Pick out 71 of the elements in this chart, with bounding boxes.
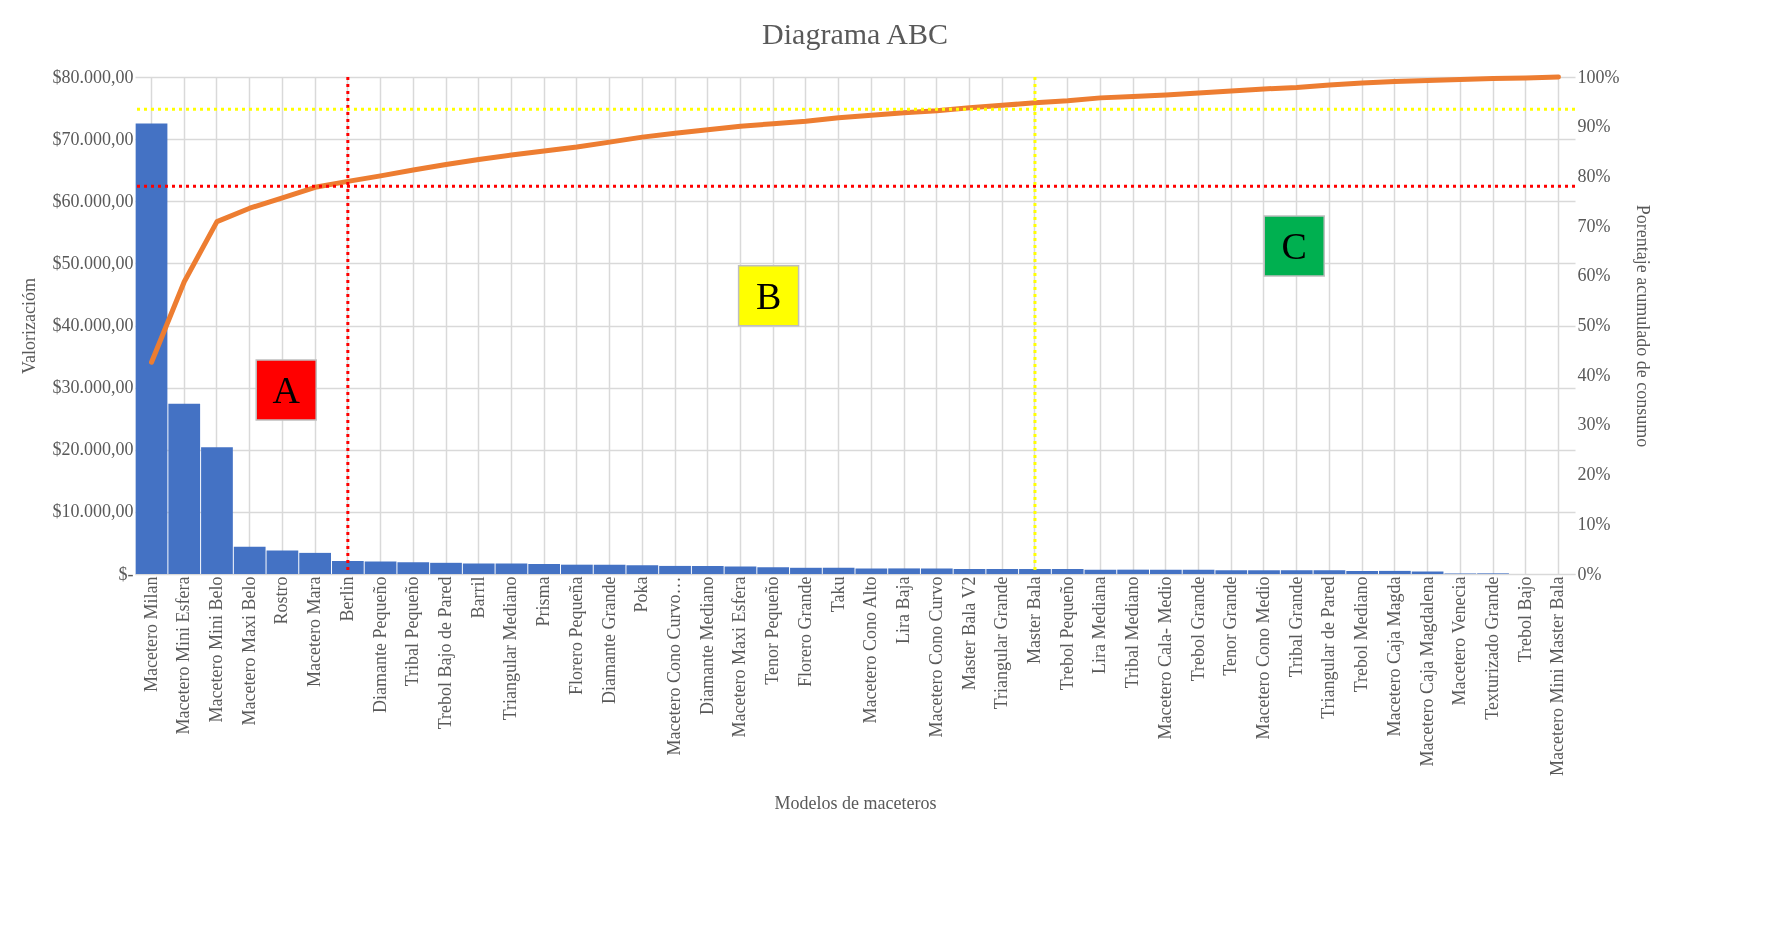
y-tick-label: $10.000,00	[52, 501, 134, 522]
x-tick-label: Macetero Venecia	[1449, 576, 1470, 706]
x-tick-label: Florero Grande	[794, 576, 815, 687]
annotation: B	[755, 274, 782, 317]
x-tick-label: Tenor Grande	[1220, 576, 1241, 676]
x-tick-label: Macetero Maxi Esfera	[729, 576, 750, 738]
x-tick-label: Florero Pequeña	[565, 576, 586, 695]
x-tick-label: Macetero Mara	[304, 576, 325, 687]
y2-tick-label: 40%	[1577, 364, 1611, 385]
x-tick-label: Tribal Grande	[1285, 576, 1306, 678]
y-tick-label: $30.000,00	[52, 377, 134, 398]
x-tick-label: Macetero Milan	[140, 576, 161, 692]
x-tick-label: Macetero Cono Alto	[860, 576, 881, 724]
x-tick-label: Macetero Cono Curvo…	[664, 576, 685, 756]
y-tick-label: $20.000,00	[52, 439, 134, 460]
x-tick-label: Macetero Caja Magda	[1383, 576, 1404, 737]
chart-title: Diagrama ABC	[762, 17, 948, 50]
x-tick-label: Macetero Caja Magdalena	[1416, 576, 1437, 767]
y-tick-label: $40.000,00	[52, 315, 134, 335]
x-tick-label: Tenor Pequeño	[762, 576, 783, 685]
y-tick-label: $80.000,00	[52, 66, 134, 87]
x-tick-label: Rostro	[271, 576, 292, 625]
y-tick-label: $60.000,00	[52, 190, 134, 211]
x-tick-label: Triangular Mediano	[500, 576, 521, 721]
x-tick-label: Lira Mediana	[1089, 576, 1110, 674]
x-axis-title: Modelos de maceteros	[774, 792, 937, 813]
x-tick-label: Barril	[467, 576, 488, 619]
x-tick-label: Taku	[827, 576, 848, 613]
x-tick-label: Master Bala	[1023, 576, 1044, 664]
y2-tick-label: 30%	[1577, 414, 1611, 435]
x-tick-label: Macetero Maxi Belo	[238, 576, 259, 726]
x-tick-label: Macetero Cono Curvo	[925, 576, 946, 738]
x-tick-label: Trebol Mediano	[1351, 576, 1372, 693]
x-tick-label: Tribal Mediano	[1122, 576, 1143, 689]
annotation: A	[272, 369, 301, 412]
y2-tick-label: 50%	[1577, 315, 1611, 335]
annotation: C	[1281, 224, 1307, 267]
x-tick-label: Triangular Grande	[991, 576, 1012, 710]
x-tick-label: Triangular de Pared	[1318, 576, 1339, 719]
y2-tick-label: 70%	[1577, 215, 1611, 236]
x-tick-label: Trebol Grande	[1187, 576, 1208, 682]
y2-tick-label: 60%	[1577, 265, 1611, 286]
y2-tick-label: 100%	[1577, 66, 1620, 87]
y-tick-label: $50.000,00	[52, 252, 134, 273]
x-tick-label: Trebol Pequeño	[1056, 576, 1077, 691]
x-tick-label: Macetero Mini Belo	[205, 576, 226, 723]
x-tick-label: Macetero Mini Esfera	[173, 576, 194, 735]
y2-tick-label: 20%	[1577, 464, 1611, 485]
y-tick-label: $70.000,00	[52, 128, 134, 149]
y2-tick-label: 80%	[1577, 165, 1611, 186]
x-tick-label: Tribal Pequeño	[402, 576, 423, 687]
x-tick-label: Lira Baja	[893, 576, 914, 644]
x-tick-label: Prisma	[533, 576, 554, 627]
x-tick-label: Master Bala V2	[958, 576, 979, 691]
x-tick-label: Macetero Cala- Medio	[1154, 576, 1175, 740]
y2-tick-label: 10%	[1577, 513, 1611, 534]
y2-tick-label: 0%	[1577, 563, 1602, 584]
y2-axis-title: Porentaje acumulado de consumo	[1633, 204, 1654, 448]
x-tick-label: Diamante Grande	[598, 576, 619, 704]
x-tick-label: Diamante Mediano	[696, 576, 717, 715]
y-axis-title: Valorizacióm	[18, 278, 39, 374]
x-tick-label: Trebol Bajo de Pared	[435, 576, 455, 730]
y2-tick-label: 90%	[1577, 116, 1611, 137]
x-tick-label: Macetero Mini Master Bala	[1547, 576, 1568, 776]
x-tick-label: Diamante Pequeño	[369, 576, 390, 713]
y-tick-label: $-	[118, 563, 134, 584]
x-tick-label: Poka	[631, 576, 652, 613]
x-tick-label: Macetero Cono Medio	[1253, 576, 1273, 740]
x-tick-label: Texturizado Grande	[1482, 576, 1503, 720]
x-tick-label: Berlin	[336, 576, 357, 622]
x-tick-label: Trebol Bajo	[1514, 576, 1535, 663]
